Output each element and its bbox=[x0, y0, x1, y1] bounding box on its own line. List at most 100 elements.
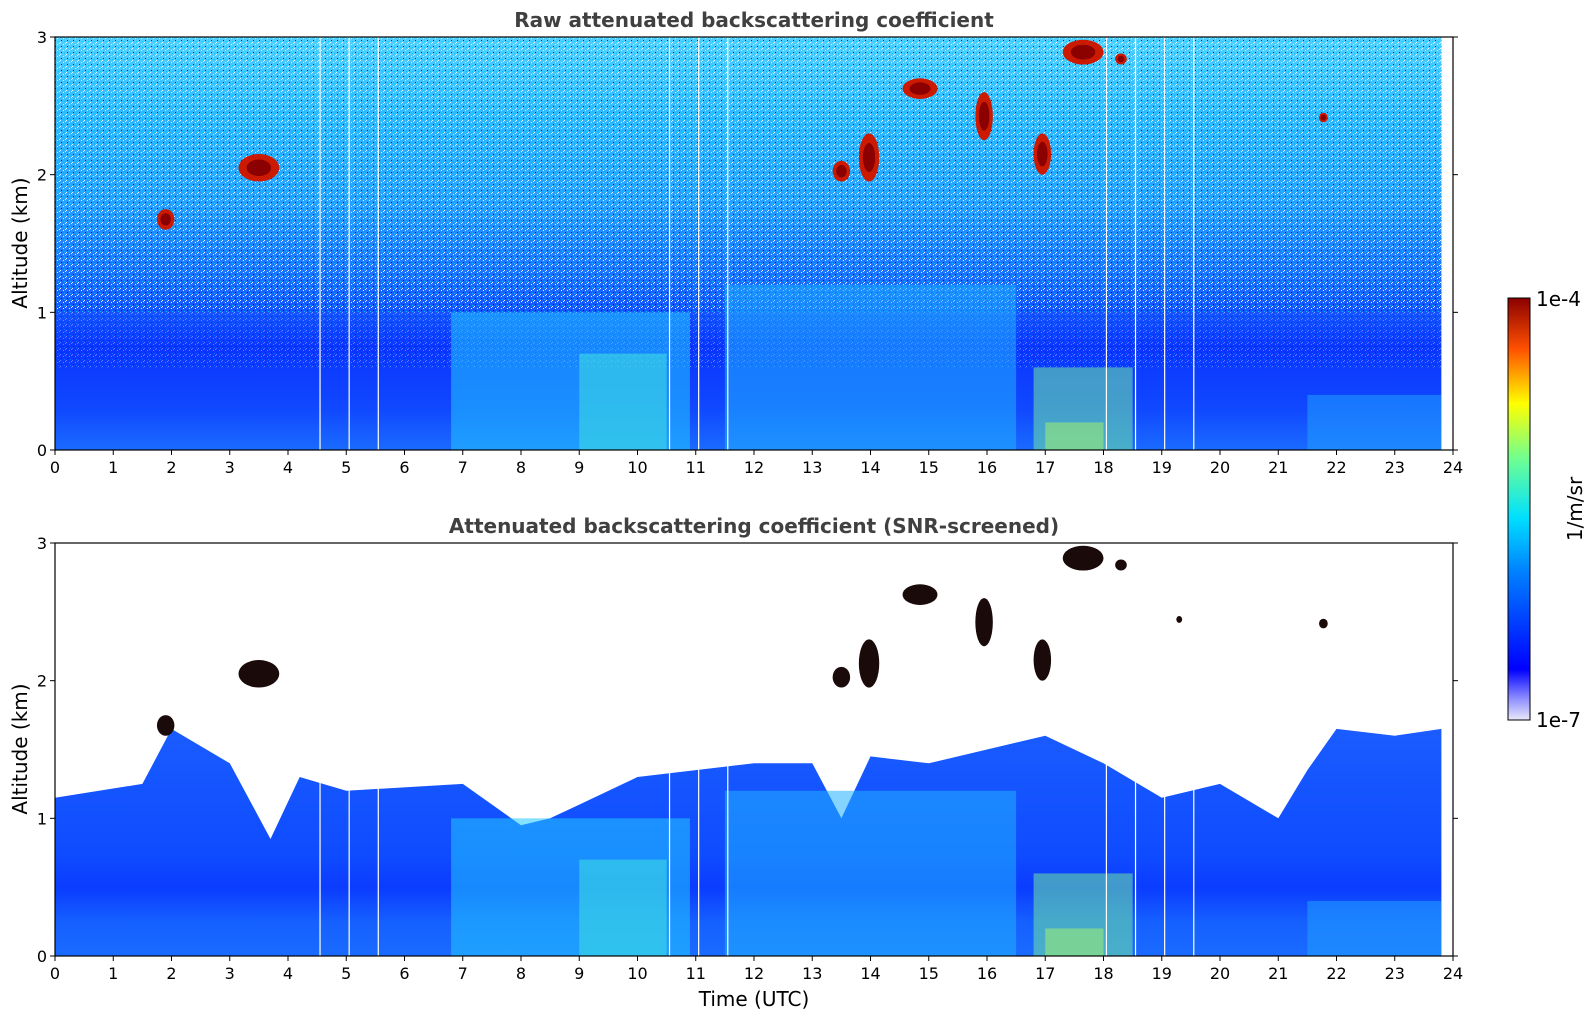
x-tick-label: 1 bbox=[108, 458, 118, 477]
x-tick-label: 2 bbox=[166, 458, 176, 477]
cloud-core bbox=[909, 82, 931, 95]
aerosol-layer bbox=[579, 859, 667, 956]
y-axis-label: Altitude (km) bbox=[8, 683, 32, 814]
noise-texture bbox=[55, 37, 1442, 313]
x-tick-label: 13 bbox=[802, 458, 822, 477]
x-tick-label: 9 bbox=[574, 964, 584, 983]
cloud-feature bbox=[1115, 559, 1127, 571]
x-tick-label: 6 bbox=[399, 964, 409, 983]
y-tick-label: 1 bbox=[37, 809, 47, 828]
x-tick-label: 22 bbox=[1326, 458, 1346, 477]
x-tick-label: 10 bbox=[627, 458, 647, 477]
x-tick-label: 18 bbox=[1093, 458, 1113, 477]
x-tick-label: 16 bbox=[977, 458, 997, 477]
colorbar-min-label: 1e-7 bbox=[1536, 708, 1581, 732]
x-tick-label: 11 bbox=[686, 458, 706, 477]
x-tick-label: 3 bbox=[225, 964, 235, 983]
cloud-feature bbox=[1319, 618, 1328, 629]
cloud-core bbox=[978, 101, 990, 131]
x-tick-label: 18 bbox=[1093, 964, 1113, 983]
x-tick-label: 1 bbox=[108, 964, 118, 983]
x-axis: 0 1 2 3 4 5 6 7 8 9 10 11 12 13 14 15 16 17 18 19 20 21 22 23 24 bbox=[50, 956, 1463, 983]
y-axis: 0 1 2 3 bbox=[37, 534, 1458, 966]
x-tick-label: 19 bbox=[1152, 458, 1172, 477]
x-tick-label: 12 bbox=[744, 964, 764, 983]
chart-title: Attenuated backscattering coefficient (S… bbox=[449, 514, 1059, 538]
x-tick-label: 21 bbox=[1268, 964, 1288, 983]
aerosol-layer bbox=[1045, 422, 1104, 450]
y-axis-label: Altitude (km) bbox=[8, 177, 32, 308]
x-tick-label: 0 bbox=[50, 964, 60, 983]
x-tick-label: 13 bbox=[802, 964, 822, 983]
colorbar-gradient bbox=[1507, 297, 1531, 721]
chart-title: Raw attenuated backscattering coefficien… bbox=[514, 8, 994, 32]
x-tick-label: 20 bbox=[1210, 458, 1230, 477]
cloud-feature bbox=[858, 639, 880, 688]
cloud-core bbox=[246, 159, 272, 177]
x-tick-label: 8 bbox=[516, 458, 526, 477]
x-tick-label: 9 bbox=[574, 458, 584, 477]
x-tick-label: 17 bbox=[1035, 458, 1055, 477]
colorbar: 1e-4 1e-7 1/m/sr bbox=[1507, 287, 1587, 732]
x-tick-label: 23 bbox=[1385, 964, 1405, 983]
cloud-feature bbox=[156, 715, 175, 736]
x-tick-label: 2 bbox=[166, 964, 176, 983]
aerosol-layer bbox=[724, 284, 1017, 450]
x-tick-label: 4 bbox=[283, 458, 293, 477]
cloud-core bbox=[1037, 141, 1048, 167]
x-tick-label: 21 bbox=[1268, 458, 1288, 477]
x-tick-label: 23 bbox=[1385, 458, 1405, 477]
x-tick-label: 15 bbox=[919, 964, 939, 983]
cloud-core bbox=[1320, 114, 1327, 121]
cloud-core bbox=[836, 165, 847, 178]
aerosol-layer bbox=[724, 790, 1017, 956]
x-tick-label: 0 bbox=[50, 458, 60, 477]
y-tick-label: 3 bbox=[37, 28, 47, 47]
cloud-core bbox=[1117, 55, 1125, 63]
x-tick-label: 17 bbox=[1035, 964, 1055, 983]
colorbar-units-label: 1/m/sr bbox=[1563, 476, 1587, 541]
aerosol-layer bbox=[1307, 900, 1442, 956]
y-tick-label: 0 bbox=[37, 947, 47, 966]
y-tick-label: 0 bbox=[37, 441, 47, 460]
aerosol-layer bbox=[1045, 928, 1104, 956]
y-tick-label: 2 bbox=[37, 672, 47, 691]
heatmap-area bbox=[55, 37, 1442, 450]
x-tick-label: 5 bbox=[341, 458, 351, 477]
colorbar-max-label: 1e-4 bbox=[1536, 287, 1581, 311]
cloud-feature bbox=[1033, 639, 1052, 681]
y-tick-label: 3 bbox=[37, 534, 47, 553]
x-axis: 0 1 2 3 4 5 6 7 8 9 10 11 12 13 14 15 16 17 18 19 20 21 22 23 24 bbox=[50, 450, 1463, 477]
x-tick-label: 5 bbox=[341, 964, 351, 983]
x-tick-label: 11 bbox=[686, 964, 706, 983]
x-tick-label: 24 bbox=[1443, 964, 1463, 983]
x-tick-label: 4 bbox=[283, 964, 293, 983]
x-tick-label: 7 bbox=[458, 458, 468, 477]
x-tick-label: 8 bbox=[516, 964, 526, 983]
x-tick-label: 14 bbox=[860, 458, 880, 477]
cloud-feature bbox=[1062, 545, 1104, 571]
x-tick-label: 7 bbox=[458, 964, 468, 983]
x-tick-label: 12 bbox=[744, 458, 764, 477]
x-tick-label: 19 bbox=[1152, 964, 1172, 983]
panel-raw: Raw attenuated backscattering coefficien… bbox=[8, 8, 1463, 477]
x-tick-label: 3 bbox=[225, 458, 235, 477]
x-tick-label: 16 bbox=[977, 964, 997, 983]
cloud-core bbox=[1070, 44, 1096, 60]
x-tick-label: 15 bbox=[919, 458, 939, 477]
x-tick-label: 10 bbox=[627, 964, 647, 983]
x-tick-label: 14 bbox=[860, 964, 880, 983]
cloud-core bbox=[160, 213, 171, 226]
panel-screened: Attenuated backscattering coefficient (S… bbox=[8, 514, 1463, 1011]
x-tick-label: 6 bbox=[399, 458, 409, 477]
y-tick-label: 2 bbox=[37, 166, 47, 185]
cloud-core bbox=[862, 143, 876, 172]
cloud-feature bbox=[975, 598, 993, 647]
cloud-feature bbox=[832, 666, 851, 688]
x-tick-label: 24 bbox=[1443, 458, 1463, 477]
y-axis: 0 1 2 3 bbox=[37, 28, 1458, 460]
aerosol-layer bbox=[579, 353, 667, 450]
cloud-feature bbox=[1176, 615, 1183, 623]
aerosol-layer bbox=[1307, 394, 1442, 450]
